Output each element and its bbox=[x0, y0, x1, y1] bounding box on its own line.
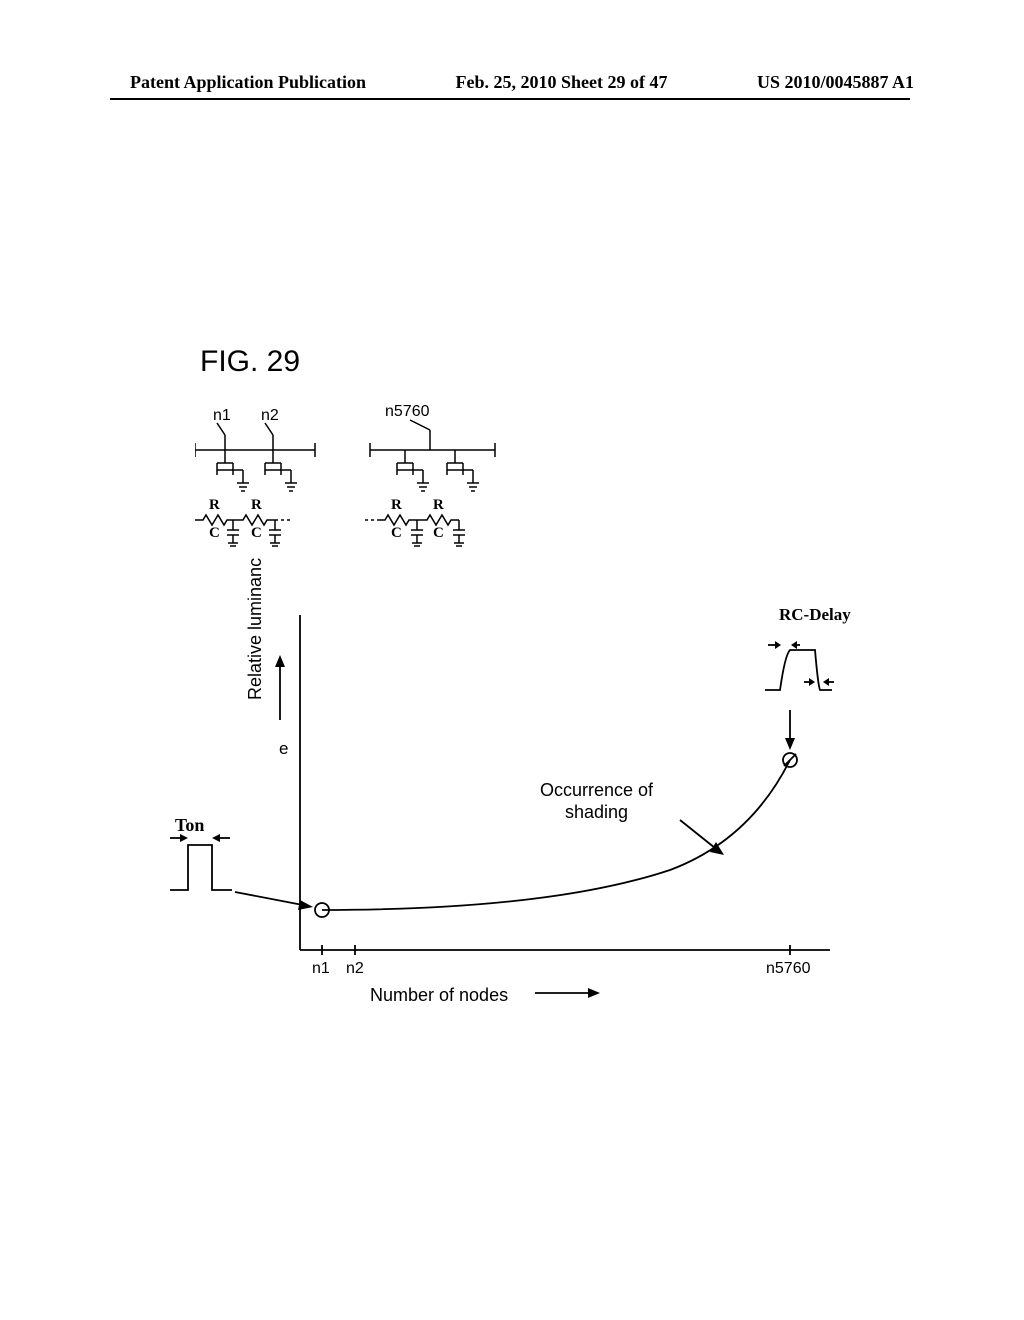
y-axis-label: Relative luminanc bbox=[245, 558, 266, 700]
header-left: Patent Application Publication bbox=[130, 72, 366, 93]
shading-label-line2: shading bbox=[565, 802, 628, 822]
c-label-2: C bbox=[251, 525, 262, 542]
patent-page: Patent Application Publication Feb. 25, … bbox=[0, 0, 1024, 1320]
y-axis-label-e: e bbox=[279, 739, 288, 759]
x-axis-label: Number of nodes bbox=[370, 985, 508, 1006]
r-label-3: R bbox=[391, 497, 402, 514]
r-label-4: R bbox=[433, 497, 444, 514]
node-label-n5760: n5760 bbox=[385, 403, 430, 421]
xtick-n1: n1 bbox=[312, 960, 330, 978]
page-header: Patent Application Publication Feb. 25, … bbox=[0, 72, 1024, 93]
c-label-4: C bbox=[433, 525, 444, 542]
header-center: Feb. 25, 2010 Sheet 29 of 47 bbox=[456, 72, 668, 93]
c-label-3: C bbox=[391, 525, 402, 542]
shading-label: Occurrence of shading bbox=[540, 780, 653, 823]
ton-label: Ton bbox=[175, 815, 204, 836]
xtick-n2: n2 bbox=[346, 960, 364, 978]
r-label-2: R bbox=[251, 497, 262, 514]
rc-delay-label: RC-Delay bbox=[779, 605, 851, 625]
node-label-n1: n1 bbox=[213, 407, 231, 425]
figure-label: FIG. 29 bbox=[200, 345, 300, 379]
header-right: US 2010/0045887 A1 bbox=[757, 72, 914, 93]
node-label-n2: n2 bbox=[261, 407, 279, 425]
circuit-svg bbox=[195, 415, 535, 570]
c-label-1: C bbox=[209, 525, 220, 542]
shading-label-line1: Occurrence of bbox=[540, 780, 653, 800]
xtick-n5760: n5760 bbox=[766, 960, 811, 978]
circuit-diagrams: n1 n2 n5760 R R C C R R C C bbox=[195, 415, 535, 570]
r-label-1: R bbox=[209, 497, 220, 514]
header-rule bbox=[110, 98, 910, 100]
